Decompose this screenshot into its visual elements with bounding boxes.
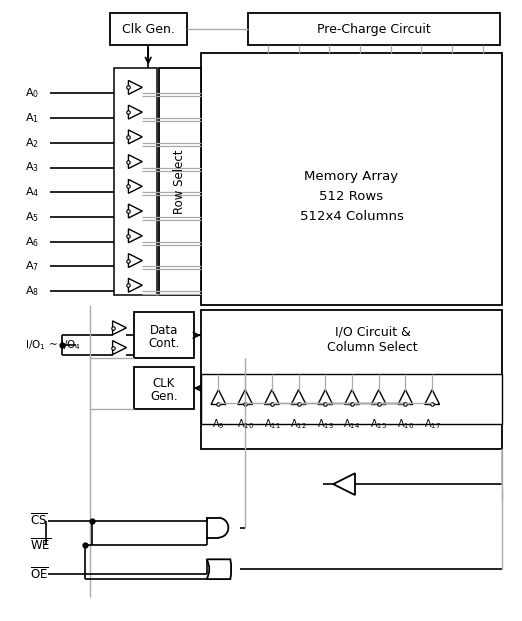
Text: $\mathrm{I/O_1}$ ~ $\mathrm{I/O_4}$: $\mathrm{I/O_1}$ ~ $\mathrm{I/O_4}$ xyxy=(25,338,80,351)
Text: Gen.: Gen. xyxy=(150,389,178,402)
Text: 512 Rows: 512 Rows xyxy=(319,190,384,202)
Bar xyxy=(200,374,502,424)
Bar xyxy=(110,13,187,45)
Text: CLK: CLK xyxy=(153,377,175,390)
Bar xyxy=(200,310,502,448)
Text: A$_1$: A$_1$ xyxy=(25,111,39,125)
Text: $\mathrm{A}_{14}$: $\mathrm{A}_{14}$ xyxy=(343,417,361,430)
Text: A$_5$: A$_5$ xyxy=(25,210,39,224)
Text: $\mathrm{A}_{16}$: $\mathrm{A}_{16}$ xyxy=(397,417,414,430)
Text: Column Select: Column Select xyxy=(327,341,418,354)
Text: $\overline{\mathrm{OE}}$: $\overline{\mathrm{OE}}$ xyxy=(30,566,49,582)
Text: A$_6$: A$_6$ xyxy=(25,235,39,248)
Text: $\mathrm{A}_{15}$: $\mathrm{A}_{15}$ xyxy=(370,417,387,430)
Text: A$_4$: A$_4$ xyxy=(25,186,39,199)
Text: A$_2$: A$_2$ xyxy=(25,136,39,150)
Bar xyxy=(114,68,157,295)
Text: Pre-Charge Circuit: Pre-Charge Circuit xyxy=(317,22,431,35)
Text: $\overline{\mathrm{WE}}$: $\overline{\mathrm{WE}}$ xyxy=(30,538,52,553)
Bar xyxy=(134,312,194,358)
Bar xyxy=(159,68,200,295)
Text: $\mathrm{A}_{17}$: $\mathrm{A}_{17}$ xyxy=(424,417,441,430)
Text: $\overline{\mathrm{CS}}$: $\overline{\mathrm{CS}}$ xyxy=(30,513,48,528)
Text: $\mathrm{A}_{9}$: $\mathrm{A}_{9}$ xyxy=(212,417,224,430)
Text: Row Select: Row Select xyxy=(173,149,186,214)
Text: $\mathrm{A}_{11}$: $\mathrm{A}_{11}$ xyxy=(264,417,280,430)
Text: 512x4 Columns: 512x4 Columns xyxy=(300,209,404,222)
Text: I/O Circuit &: I/O Circuit & xyxy=(335,325,411,338)
Text: A$_0$: A$_0$ xyxy=(25,86,39,100)
Text: A$_3$: A$_3$ xyxy=(25,161,39,175)
Text: Cont.: Cont. xyxy=(148,337,180,350)
Text: A$_8$: A$_8$ xyxy=(25,284,39,298)
Text: $\mathrm{A}_{13}$: $\mathrm{A}_{13}$ xyxy=(317,417,334,430)
Bar xyxy=(200,53,502,305)
Bar xyxy=(248,13,501,45)
Text: Data: Data xyxy=(150,324,178,337)
Text: A$_7$: A$_7$ xyxy=(25,260,39,273)
Bar xyxy=(134,368,194,409)
Text: Clk Gen.: Clk Gen. xyxy=(122,22,175,35)
Text: $\mathrm{A}_{12}$: $\mathrm{A}_{12}$ xyxy=(290,417,307,430)
Text: Memory Array: Memory Array xyxy=(304,170,399,183)
Text: $\mathrm{A}_{10}$: $\mathrm{A}_{10}$ xyxy=(236,417,254,430)
